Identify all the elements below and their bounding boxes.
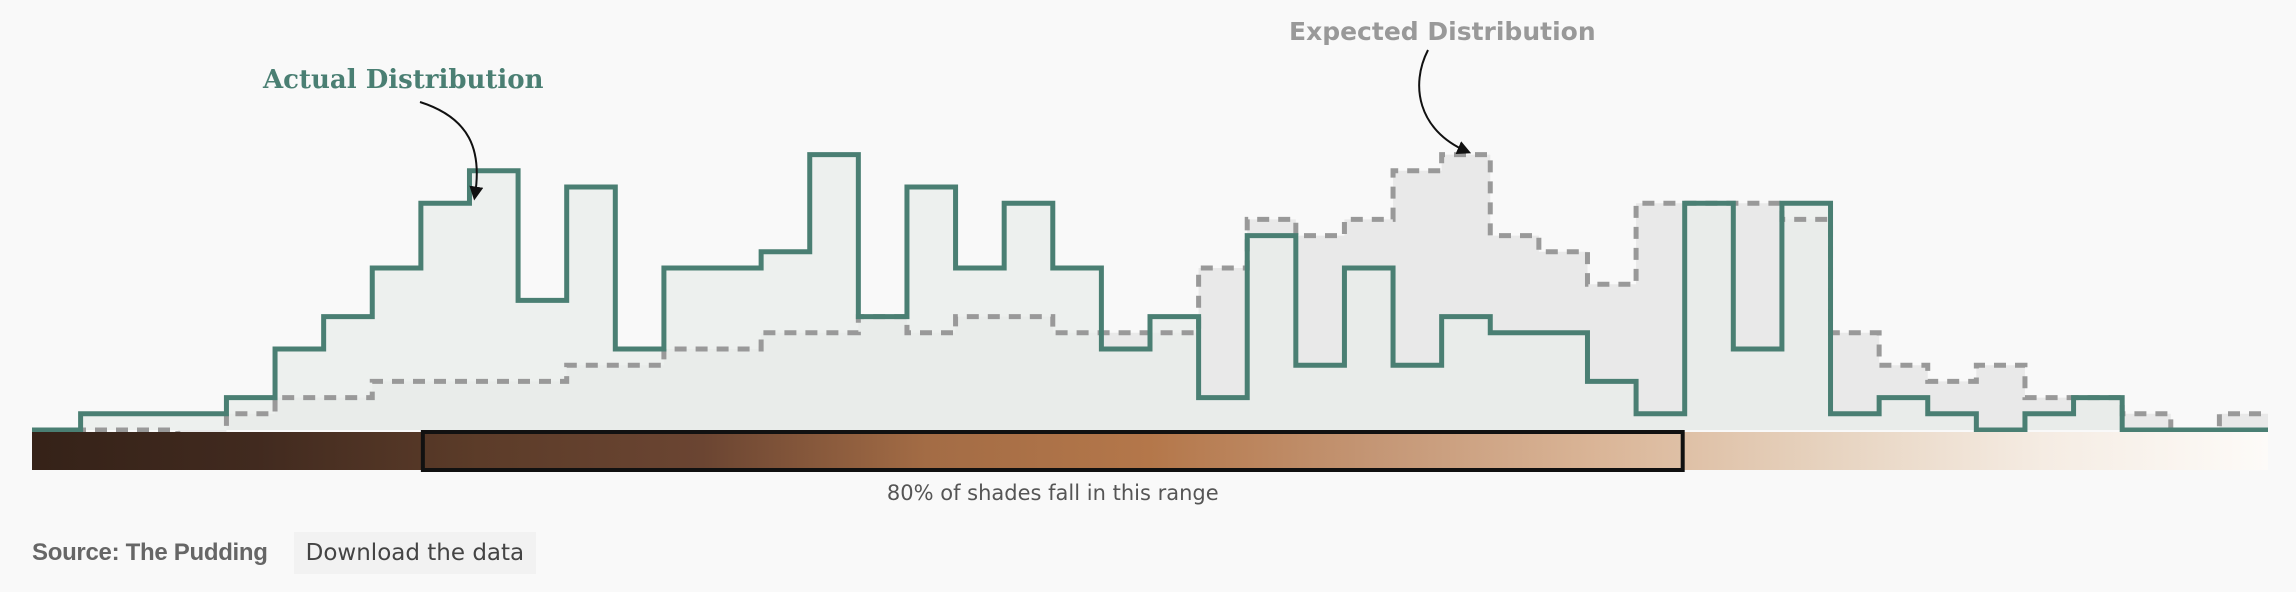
skin-tone-gradient-bar	[32, 432, 2268, 470]
actual-arrow	[419, 101, 484, 201]
actual-distribution-label: Actual Distribution	[262, 65, 544, 95]
actual-area	[32, 154, 2268, 430]
range-highlight-box	[420, 430, 1685, 472]
shade-distribution-chart: 80% of shades fall in this range Actual …	[32, 17, 2268, 505]
source-credit: Source: The Pudding	[32, 539, 268, 566]
download-data-button[interactable]: Download the data	[293, 532, 537, 574]
footer: Source: The Pudding Download the data	[32, 530, 537, 576]
expected-distribution-label: Expected Distribution	[1289, 17, 1596, 46]
range-label: 80% of shades fall in this range	[887, 481, 1219, 505]
actual-step-line	[32, 152, 2268, 433]
expected-arrow	[1418, 49, 1472, 155]
expected-step-line	[32, 152, 2268, 449]
